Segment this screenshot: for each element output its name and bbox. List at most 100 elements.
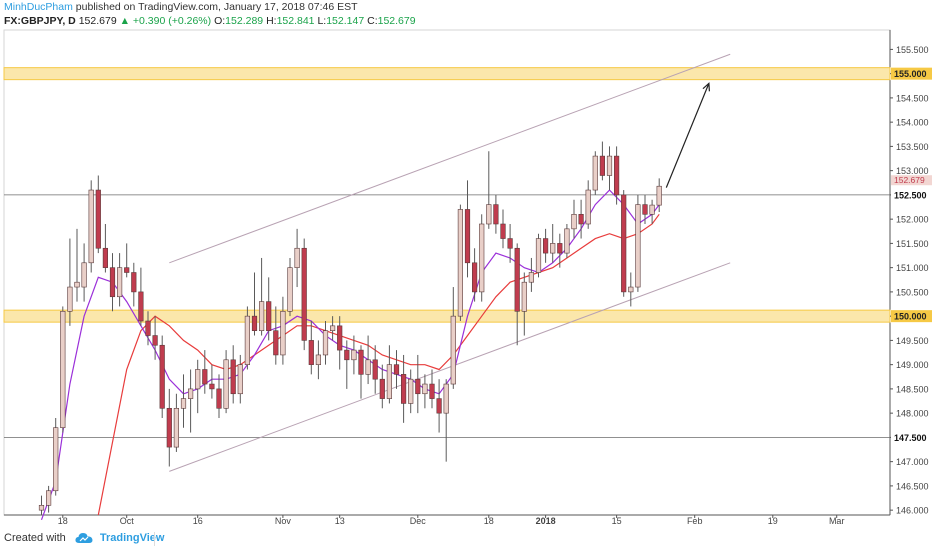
candle-body	[507, 238, 513, 249]
y-tick-label: 151.000	[896, 263, 929, 273]
price-axis[interactable]: 146.000 146.500 147.000 147.500 148.000 148.5…	[890, 45, 932, 516]
price-zone[interactable]	[3, 309, 891, 323]
y-tick-label: 149.500	[896, 336, 929, 346]
projection-arrow[interactable]	[665, 82, 710, 188]
candle	[471, 248, 478, 302]
level-price-label[interactable]: 147.500	[894, 433, 927, 443]
candle	[486, 151, 492, 229]
candle-body	[88, 189, 94, 264]
level-price-label[interactable]: 152.500	[894, 190, 927, 200]
x-tick-label: 16	[193, 516, 203, 526]
symbol-label[interactable]: FX:GBPJPY, D	[4, 15, 76, 27]
price-zone[interactable]	[3, 67, 891, 81]
candle	[223, 350, 229, 414]
candle-body	[464, 209, 471, 264]
y-tick-label: 150.500	[896, 287, 929, 297]
candle-body	[344, 349, 350, 361]
candle-body	[649, 204, 655, 215]
arrow-shaft[interactable]	[665, 83, 710, 188]
candle	[514, 243, 520, 346]
candle-body	[266, 301, 272, 332]
open-label: O:	[214, 15, 226, 27]
y-tick-label: 146.000	[896, 506, 929, 516]
candle	[564, 224, 570, 258]
x-tick-label: 18	[484, 516, 494, 526]
candle-body	[209, 383, 215, 390]
publish-info: MinhDucPham published on TradingView.com…	[4, 0, 904, 15]
candle	[457, 204, 464, 321]
candle	[464, 180, 471, 278]
candle	[88, 180, 94, 273]
candle	[535, 233, 542, 278]
candle-body	[195, 369, 201, 390]
candle	[571, 199, 577, 239]
plot-frame	[3, 29, 891, 516]
channel-line-upper[interactable]	[169, 53, 731, 264]
candle-body	[308, 340, 314, 365]
candle	[45, 485, 52, 513]
candle-body	[379, 378, 385, 399]
candle	[109, 253, 116, 312]
channel-line-lower[interactable]	[169, 262, 731, 472]
y-tick-label: 153.000	[896, 166, 929, 176]
arrow-head[interactable]	[702, 82, 710, 92]
trend-channel[interactable]	[169, 53, 731, 472]
candle	[599, 141, 605, 181]
candle	[365, 335, 371, 385]
candle	[386, 345, 393, 404]
candle-body	[599, 155, 605, 176]
support-resistance-zones[interactable]	[3, 67, 891, 323]
candle-body	[415, 378, 421, 395]
y-tick-label: 155.500	[896, 45, 929, 55]
zone-price-label[interactable]: 150.000	[894, 312, 927, 322]
x-tick-label: 2018	[536, 516, 556, 526]
candle	[578, 199, 584, 239]
candle	[74, 228, 80, 302]
candle-body	[287, 267, 293, 312]
candle	[550, 224, 556, 263]
candle	[244, 306, 251, 370]
candle-body	[95, 189, 101, 249]
candle	[379, 364, 385, 409]
candle	[258, 257, 265, 336]
candle	[613, 146, 620, 205]
candle	[81, 243, 87, 302]
horizontal-levels[interactable]	[4, 194, 890, 438]
tradingview-brand[interactable]: TradingView	[99, 532, 165, 544]
zone-price-label[interactable]: 155.000	[894, 69, 927, 79]
candle	[649, 199, 655, 224]
low-value: 152.147	[326, 15, 365, 27]
level-price-label-bg	[891, 188, 932, 201]
close-label: C:	[367, 15, 378, 27]
y-tick-label: 147.000	[896, 457, 929, 467]
candle	[180, 374, 187, 428]
candle	[145, 311, 151, 346]
candle-body	[301, 247, 307, 341]
candle-body	[521, 281, 527, 312]
candle	[528, 257, 534, 292]
candle-body	[124, 267, 130, 273]
candle-body	[145, 320, 151, 336]
candle	[308, 321, 314, 375]
candle-body	[571, 214, 577, 230]
candle	[166, 388, 172, 467]
time-axis[interactable]: 18 Oct 16 Nov 13 Dec 18 2018 15 Feb 19 Mar	[58, 515, 845, 526]
candle	[400, 354, 407, 423]
y-tick-label: 154.000	[896, 118, 929, 128]
high-value: 152.841	[276, 15, 315, 27]
candle-body	[486, 204, 492, 225]
candle	[358, 345, 364, 399]
candle-body	[393, 364, 400, 375]
candle-body	[202, 369, 208, 385]
candle-body	[166, 407, 172, 448]
open-value: 152.289	[225, 15, 264, 27]
author-link[interactable]: MinhDucPham	[4, 1, 73, 13]
candle-body	[159, 344, 165, 409]
candle	[628, 272, 634, 307]
candle	[585, 180, 591, 229]
candle	[209, 364, 215, 399]
candle	[322, 321, 329, 365]
sma-slow-line	[97, 213, 660, 516]
candle-body	[223, 359, 229, 409]
